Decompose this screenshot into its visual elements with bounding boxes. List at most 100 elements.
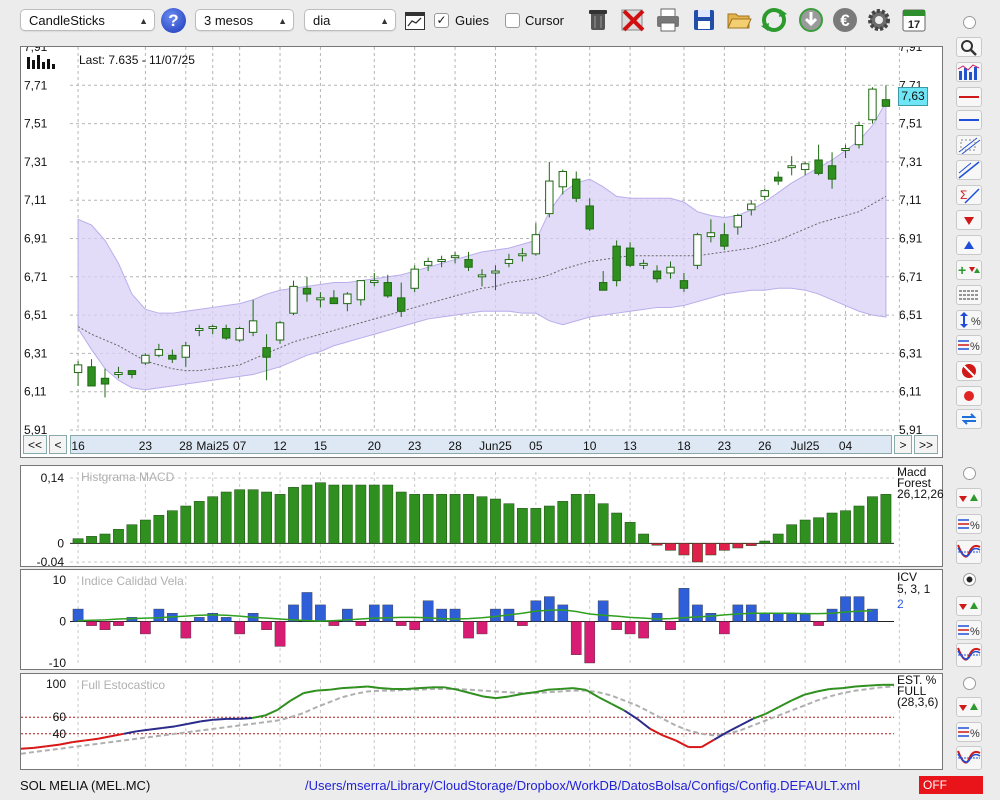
calendar-icon[interactable]: 17 <box>900 6 928 34</box>
candle-down <box>572 178 581 199</box>
save-icon[interactable] <box>690 6 718 34</box>
signals-arrows-icon[interactable] <box>956 596 982 616</box>
oscillator-curve-icon[interactable] <box>956 746 982 770</box>
stochastic-k-line <box>611 703 625 712</box>
stochastic-k-line <box>662 734 677 742</box>
swap-icon[interactable] <box>956 409 982 429</box>
icv-bar <box>597 600 609 622</box>
icv-chart: 10 0 -10 <box>49 573 900 669</box>
macd-bar <box>113 529 124 544</box>
stochastic-title: Full Estocastico <box>81 678 166 692</box>
stochastic-panel-radio[interactable] <box>963 677 976 690</box>
guides-checkbox[interactable]: ✓ <box>434 13 449 28</box>
period-value: 3 mesos <box>204 13 254 28</box>
channel-icon[interactable] <box>956 135 982 155</box>
nav-next-button[interactable]: > <box>894 435 912 454</box>
oscillator-curve-icon[interactable] <box>956 540 982 564</box>
stochastic-k-line <box>483 695 497 700</box>
oscillator-curve-icon[interactable] <box>956 643 982 667</box>
trendline-icon[interactable] <box>956 160 982 180</box>
add-signals-icon[interactable]: + <box>956 260 982 280</box>
status-badge[interactable]: OFF <box>919 776 983 794</box>
stochastic-k-line <box>277 699 292 711</box>
zoom-icon[interactable] <box>956 37 982 57</box>
stochastic-k-line <box>470 692 484 698</box>
chevron-updown-icon: ▲ <box>278 16 287 26</box>
macd-bar <box>355 484 367 544</box>
macd-bar <box>867 496 878 544</box>
icv-panel-radio[interactable] <box>963 573 976 586</box>
settings-icon[interactable] <box>865 6 893 34</box>
icv-bar <box>557 604 569 622</box>
y-tick-label-right: 5,91 <box>899 423 923 437</box>
period-select[interactable]: 3 mesos ▲ <box>195 9 294 31</box>
signals-arrows-icon[interactable] <box>956 697 982 717</box>
macd-bar <box>422 494 434 544</box>
stochastic-k-line <box>521 691 535 695</box>
arrow-up-icon[interactable] <box>956 235 982 255</box>
sigma-icon[interactable]: Σ <box>956 185 982 205</box>
macd-bar <box>665 543 676 551</box>
chart-window-icon[interactable] <box>405 12 425 30</box>
icv-bar <box>678 588 690 622</box>
icv-bar <box>719 621 730 635</box>
trash-icon[interactable] <box>584 6 612 34</box>
x-tick-label: 26 <box>758 439 772 453</box>
dashed-lines-icon[interactable] <box>956 285 982 305</box>
lines-percent-icon[interactable]: % <box>956 620 982 640</box>
candle-up <box>693 234 702 266</box>
bollinger-band <box>77 100 887 391</box>
price-panel-radio[interactable] <box>963 16 976 29</box>
arrow-down-icon[interactable] <box>956 210 982 230</box>
candle-up <box>747 203 756 211</box>
lines-percent-icon[interactable]: % <box>956 722 982 742</box>
open-folder-icon[interactable] <box>725 6 753 34</box>
macd-bar <box>220 491 232 544</box>
macd-bar <box>449 494 461 544</box>
euro-icon[interactable]: € <box>831 6 859 34</box>
nav-prev-button[interactable]: < <box>49 435 67 454</box>
stochastic-k-line <box>598 696 613 705</box>
icv-tick-label: -10 <box>49 656 67 669</box>
macd-bar <box>463 494 474 544</box>
candle-down <box>881 99 891 107</box>
nav-first-button[interactable]: << <box>23 435 47 454</box>
chart-type-select[interactable]: CandleSticks ▲ <box>20 9 155 31</box>
indicator-chart-icon[interactable] <box>956 62 982 82</box>
stochastic-k-line <box>777 699 792 709</box>
range-percent-icon[interactable]: % <box>956 310 982 330</box>
lines-percent-icon[interactable]: % <box>956 335 982 355</box>
nav-last-button[interactable]: >> <box>914 435 938 454</box>
macd-panel-radio[interactable] <box>963 467 976 480</box>
icv-bar <box>517 621 528 626</box>
help-icon[interactable]: ? <box>161 8 186 33</box>
stop-icon[interactable] <box>956 361 982 381</box>
delete-icon[interactable] <box>619 6 647 34</box>
date-scrollbar[interactable]: 16 23 28 Mai25 07 12 15 20 23 28 Jun25 05 10 13 18 23 26… <box>70 435 906 454</box>
cursor-checkbox[interactable] <box>505 13 520 28</box>
signals-arrows-icon[interactable] <box>956 488 982 508</box>
macd-bar <box>813 517 824 544</box>
last-price-label: Last: 7.635 - 11/07/25 <box>79 53 195 67</box>
macd-legend-line1: Macd <box>897 465 927 479</box>
blue-line-icon[interactable] <box>956 110 982 130</box>
lines-percent-icon[interactable]: % <box>956 514 982 534</box>
interval-select[interactable]: dia ▲ <box>304 9 396 31</box>
record-icon[interactable] <box>956 386 982 406</box>
macd-chart: 0,14 0 -0,04 <box>37 471 900 566</box>
macd-bar <box>99 533 111 544</box>
stochastic-k-line <box>162 725 176 729</box>
y-tick-label-left: 6,71 <box>24 270 48 284</box>
config-path-link[interactable]: /Users/mserra/Library/CloudStorage/Dropb… <box>305 778 861 793</box>
macd-bar <box>207 496 219 544</box>
print-icon[interactable] <box>654 6 682 34</box>
candle-up <box>841 147 850 151</box>
refresh-icon[interactable] <box>760 6 788 34</box>
stochastic-k-line <box>149 726 163 731</box>
stochastic-k-line <box>700 738 715 748</box>
candle-down <box>262 347 271 358</box>
download-icon[interactable] <box>797 6 825 34</box>
svg-text:%: % <box>970 626 980 638</box>
red-line-icon[interactable] <box>956 87 982 107</box>
candle-up <box>356 280 366 301</box>
